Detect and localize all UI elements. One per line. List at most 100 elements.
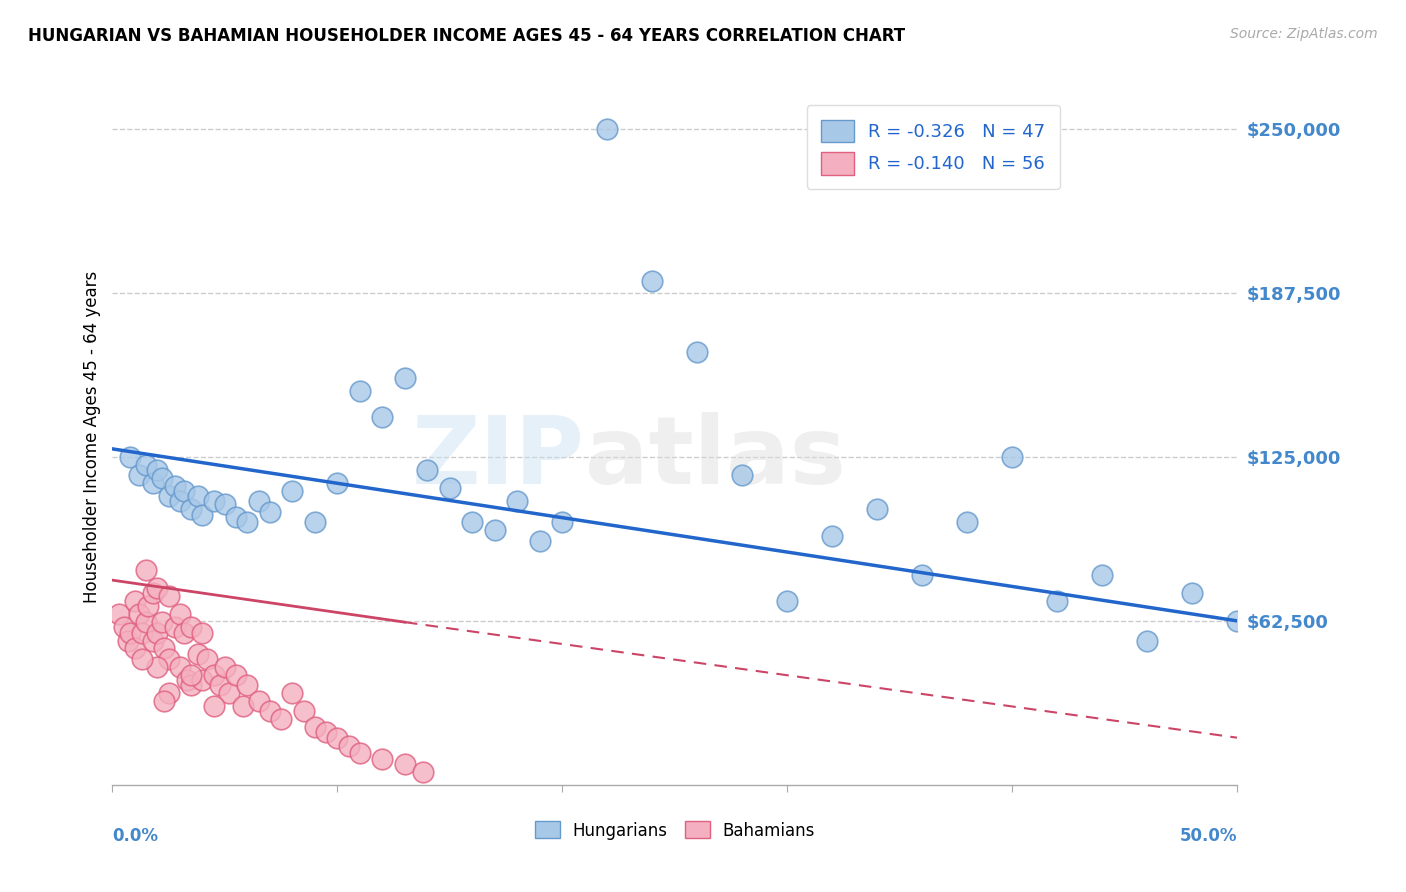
Point [225, 510, 247, 524]
Point [150, 615, 173, 630]
Point [371, 752, 394, 766]
Point [866, 502, 889, 516]
Point [191, 625, 214, 640]
Point [187, 647, 209, 661]
Point [135, 615, 157, 630]
Point [394, 756, 416, 771]
Point [529, 533, 551, 548]
Point [461, 516, 484, 530]
Point [173, 625, 195, 640]
Point [247, 494, 270, 508]
Point [173, 483, 195, 498]
Point [214, 660, 236, 674]
Point [142, 586, 165, 600]
Point [776, 594, 799, 608]
Point [506, 494, 529, 508]
Text: 0.0%: 0.0% [112, 827, 159, 845]
Point [641, 274, 664, 288]
Point [124, 641, 146, 656]
Point [416, 463, 439, 477]
Point [439, 481, 461, 495]
Point [180, 678, 202, 692]
Point [169, 607, 191, 622]
Point [120, 625, 142, 640]
Point [326, 731, 349, 745]
Point [281, 483, 304, 498]
Point [146, 463, 169, 477]
Point [225, 667, 247, 681]
Text: atlas: atlas [585, 412, 846, 504]
Point [214, 497, 236, 511]
Point [956, 516, 979, 530]
Point [209, 678, 232, 692]
Legend: Hungarians, Bahamians: Hungarians, Bahamians [527, 814, 823, 847]
Point [1046, 594, 1069, 608]
Point [1226, 614, 1249, 628]
Point [124, 594, 146, 608]
Point [169, 660, 191, 674]
Point [202, 699, 225, 714]
Point [165, 478, 187, 492]
Point [911, 568, 934, 582]
Point [153, 641, 176, 656]
Point [596, 121, 619, 136]
Point [304, 720, 326, 734]
Point [165, 620, 187, 634]
Text: 50.0%: 50.0% [1180, 827, 1237, 845]
Point [202, 667, 225, 681]
Point [131, 625, 153, 640]
Point [191, 673, 214, 687]
Point [135, 563, 157, 577]
Point [236, 678, 259, 692]
Point [371, 410, 394, 425]
Text: Source: ZipAtlas.com: Source: ZipAtlas.com [1230, 27, 1378, 41]
Point [326, 476, 349, 491]
Point [232, 699, 254, 714]
Point [349, 384, 371, 398]
Point [191, 508, 214, 522]
Point [135, 458, 157, 472]
Point [157, 489, 180, 503]
Point [128, 607, 150, 622]
Point [270, 712, 292, 726]
Point [551, 516, 574, 530]
Point [128, 468, 150, 483]
Point [131, 652, 153, 666]
Point [146, 660, 169, 674]
Point [1091, 568, 1114, 582]
Point [821, 528, 844, 542]
Point [1001, 450, 1024, 464]
Point [180, 667, 202, 681]
Point [187, 489, 209, 503]
Point [150, 471, 173, 485]
Point [157, 686, 180, 700]
Point [146, 581, 169, 595]
Point [176, 673, 198, 687]
Point [315, 725, 337, 739]
Point [146, 625, 169, 640]
Point [120, 450, 142, 464]
Point [349, 747, 371, 761]
Point [304, 516, 326, 530]
Point [1181, 586, 1204, 600]
Point [195, 652, 218, 666]
Point [259, 705, 281, 719]
Point [1136, 633, 1159, 648]
Point [484, 523, 506, 537]
Point [142, 633, 165, 648]
Text: HUNGARIAN VS BAHAMIAN HOUSEHOLDER INCOME AGES 45 - 64 YEARS CORRELATION CHART: HUNGARIAN VS BAHAMIAN HOUSEHOLDER INCOME… [28, 27, 905, 45]
Point [153, 694, 176, 708]
Point [180, 502, 202, 516]
Point [292, 705, 315, 719]
Point [337, 739, 360, 753]
Point [138, 599, 160, 614]
Point [394, 371, 416, 385]
Point [169, 494, 191, 508]
Point [157, 652, 180, 666]
Point [180, 620, 202, 634]
Point [281, 686, 304, 700]
Point [259, 505, 281, 519]
Point [686, 344, 709, 359]
Point [108, 607, 131, 622]
Point [412, 764, 434, 779]
